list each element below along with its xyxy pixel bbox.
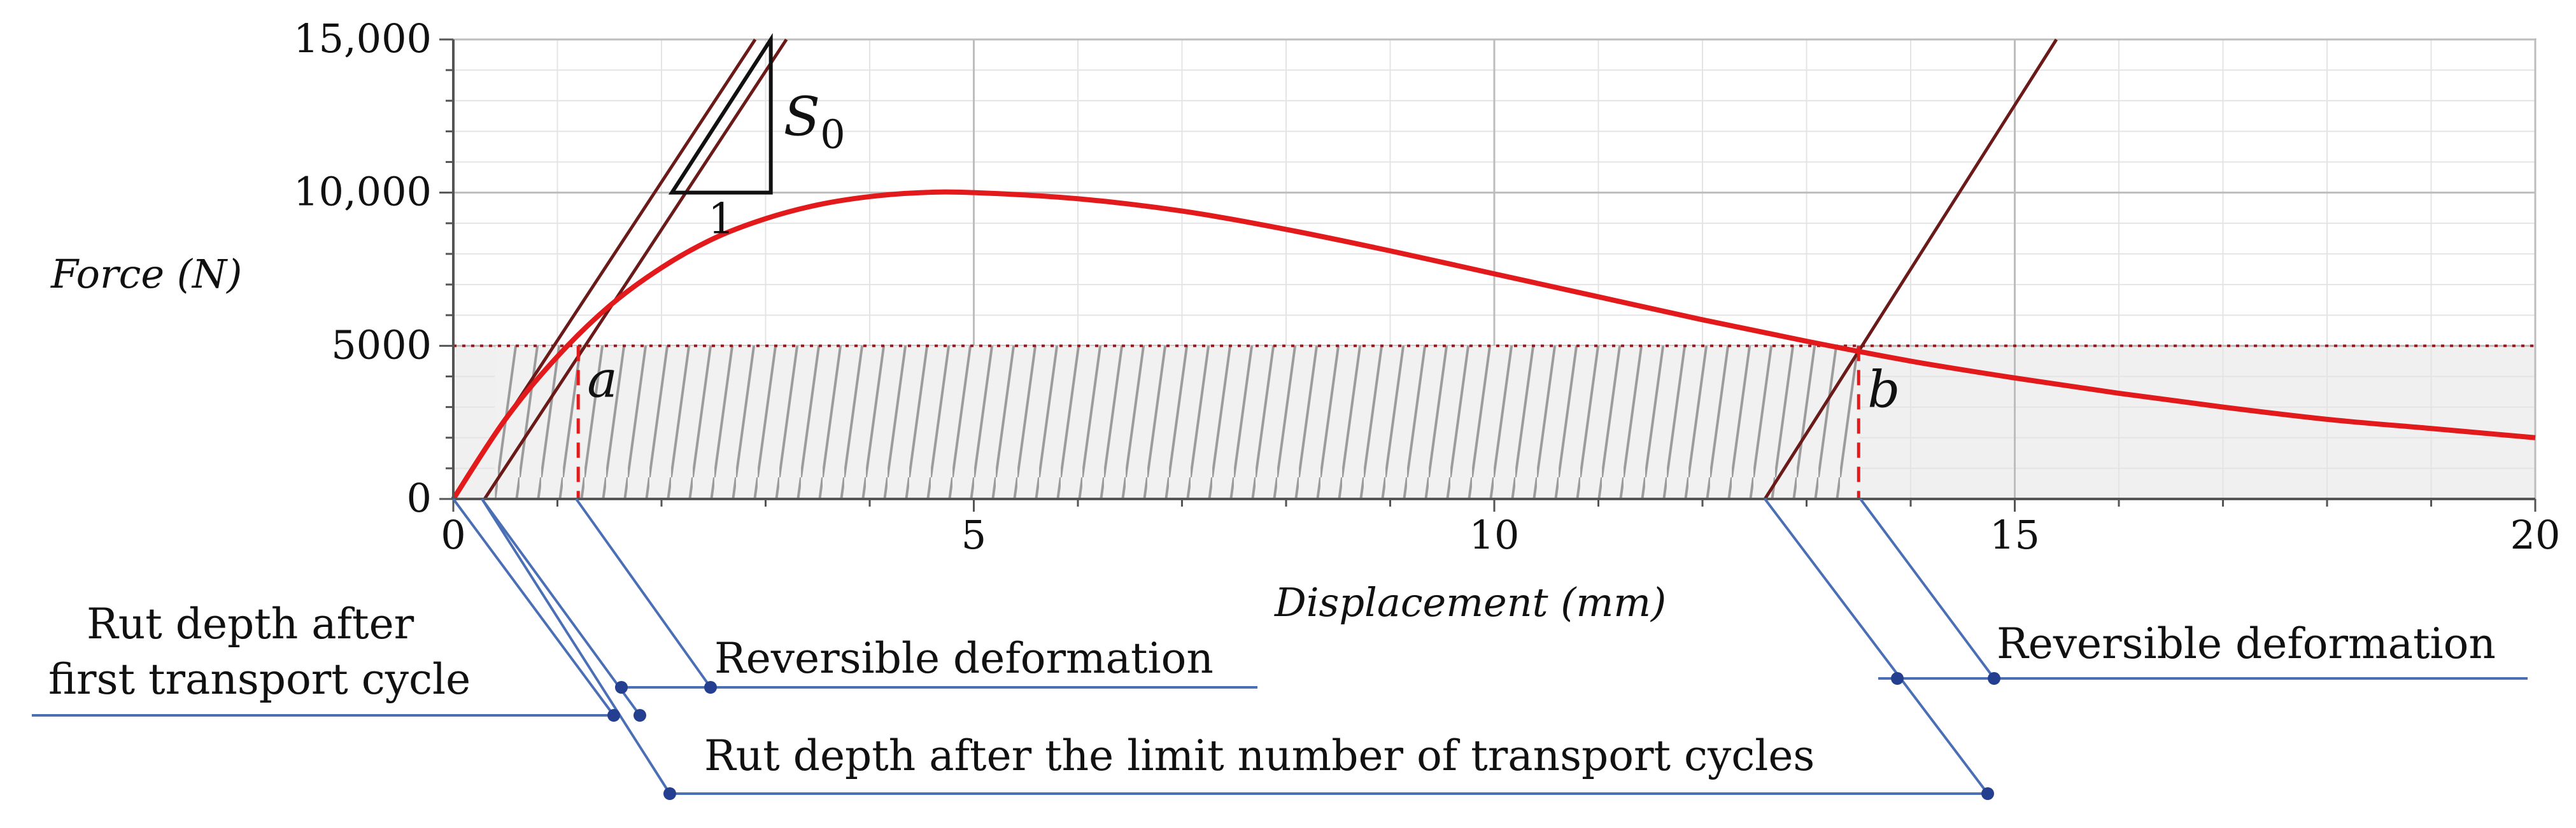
point-label-b: b [1867,360,1900,419]
x-tick-label: 0 [441,512,465,558]
force-curve [451,189,2536,501]
slope-triangle [668,32,773,195]
annotation-reversible-right: Reversible deformation [1997,619,2496,668]
slope-label: S0 [784,85,846,157]
x-tick-label: 20 [2510,512,2561,558]
annotation-rut-limit: Rut depth after the limit number of tran… [704,731,1815,780]
hatched-region [495,346,1859,499]
y-tick-label: 0 [407,475,432,521]
y-tick-labels: 0 5000 10,000 15,000 [294,15,432,521]
y-axis-label: Force (N) [50,251,242,297]
y-ticks [439,38,453,500]
y-tick-label: 5000 [331,321,432,368]
annotation-dots [607,672,2000,800]
x-tick-label: 15 [1990,512,2040,558]
stiffness-line [1763,38,2058,500]
x-ticks [452,499,2537,512]
x-tick-label: 10 [1469,512,1520,558]
stiffness-line [483,38,788,500]
point-drop-lines [576,346,1860,499]
annotation-leaders [32,498,2528,795]
y-tick-label: 15,000 [294,15,432,62]
x-tick-labels: 0 5 10 15 20 [441,512,2560,558]
annotation-reversible-left: Reversible deformation [714,634,1214,683]
x-axis-label: Displacement (mm) [1274,579,1666,626]
slope-run-label: 1 [708,195,735,244]
point-label-a: a [587,349,618,409]
annotation-rut-first-line2: first transport cycle [48,655,471,704]
y-tick-label: 10,000 [294,169,432,215]
x-tick-label: 5 [961,512,986,558]
annotation-rut-first-line1: Rut depth after [87,600,414,649]
